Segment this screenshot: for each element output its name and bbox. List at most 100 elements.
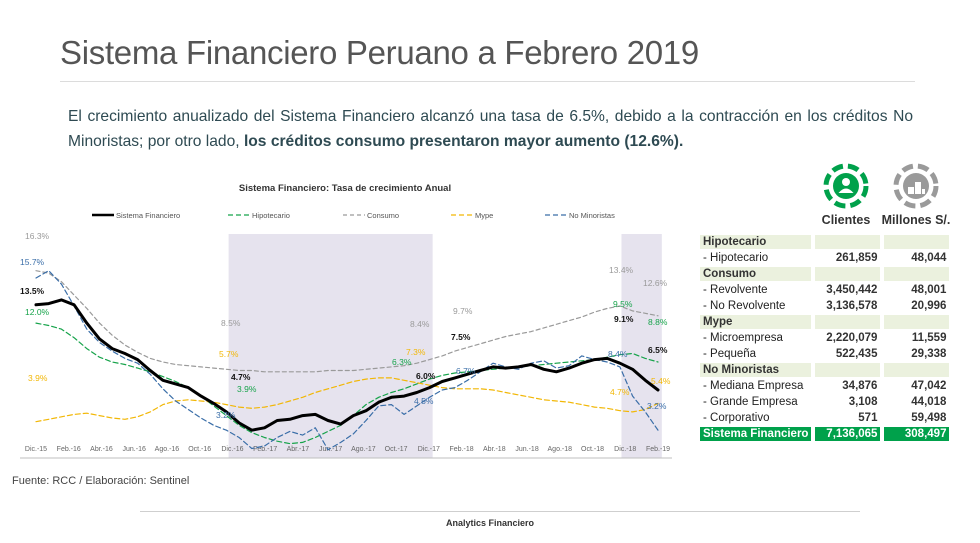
row-label: Consumo [700,267,812,281]
series-line-sistema-financiero [34,298,660,432]
x-tick-label: Ago.-16 [155,446,180,453]
legend-label: Consumo [367,211,399,220]
col-header-clientes: Clientes [821,213,871,227]
row-clientes [815,267,881,281]
data-label: 12.6% [643,278,668,288]
x-tick-label: Dic.-17 [418,446,440,453]
data-label: 3.9% [28,373,48,383]
data-label: 5.7% [219,349,239,359]
shaded-period [621,234,662,458]
row-label: - Microempresa [703,332,783,344]
data-label: 6.3% [392,357,412,367]
table-row: - No Revolvente 3,136,578 20,996 [700,299,950,313]
data-label: 8.8% [648,317,668,327]
row-millones: 59,498 [884,411,950,425]
intro-highlight: los créditos consumo presentaron mayor a… [243,133,684,150]
series-line-consumo [35,270,659,373]
row-label: No Minoristas [700,363,812,377]
x-tick-label: Feb.-18 [450,446,474,453]
row-label: Hipotecario [700,235,812,249]
row-label: - Hipotecario [703,252,769,264]
legend-label: No Minoristas [569,211,615,220]
data-label: 13.5% [20,286,45,296]
row-label: - Revolvente [703,284,768,296]
row-millones: 48,044 [884,251,950,265]
data-label: 6.7% [456,366,476,376]
series-line-no-minoristas [35,270,659,451]
table-row: - Grande Empresa 3,108 44,018 [700,395,950,409]
x-tick-label: Jun.-17 [319,446,342,453]
data-label: 15.7% [20,257,45,267]
footer-text: Analytics Financiero [445,518,535,528]
chart-title: Sistema Financiero: Tasa de crecimiento … [239,183,451,194]
row-label: - Pequeña [703,348,757,360]
table-row: - Microempresa 2,220,079 11,559 [700,331,950,345]
row-millones: 11,559 [884,331,950,345]
data-label: 16.3% [25,231,50,241]
table-row: - Hipotecario 261,859 48,044 [700,251,950,265]
coins-circle-icon [893,163,939,209]
data-label: 6.5% [648,345,668,355]
row-millones: 44,018 [884,395,950,409]
row-clientes [815,363,881,377]
title-divider [60,81,915,82]
data-label: 3.2% [216,410,236,420]
x-tick-label: Dic.-16 [221,446,243,453]
row-clientes: 571 [815,411,881,425]
data-label: 5.4% [651,376,671,386]
shaded-period [228,234,433,458]
row-clientes [815,315,881,329]
page-title: Sistema Financiero Peruano a Febrero 201… [60,34,699,71]
table-category-row: Mype [700,315,950,329]
user-circle-icon [823,163,869,209]
table-category-row: No Minoristas [700,363,950,377]
row-label: Sistema Financiero [700,427,812,441]
row-millones: 48,001 [884,283,950,297]
data-label: 7.3% [406,347,426,357]
row-clientes: 3,450,442 [815,283,881,297]
table-row: - Corporativo 571 59,498 [700,411,950,425]
row-clientes: 3,108 [815,395,881,409]
row-millones: 20,996 [884,299,950,313]
x-tick-label: Jun.-16 [123,446,146,453]
row-label: - Corporativo [703,412,770,424]
table-category-row: Consumo [700,267,950,281]
x-tick-label: Jun.-18 [515,446,538,453]
x-tick-label: Oct.-16 [188,446,211,453]
row-clientes: 2,220,079 [815,331,881,345]
data-label: 12.0% [25,307,50,317]
intro-text: El crecimiento anualizado del Sistema Fi… [68,108,913,150]
data-label: 4.7% [610,387,630,397]
x-tick-label: Dic.-18 [614,446,636,453]
row-clientes [815,235,881,249]
row-millones [884,315,950,329]
col-header-millones: Millones S/. [881,213,951,227]
x-tick-label: Feb.-19 [646,446,670,453]
x-tick-label: Oct.-18 [581,446,604,453]
footer-divider [140,511,860,512]
row-label: - Mediana Empresa [703,380,804,392]
row-label: - No Revolvente [703,300,786,312]
data-label: 13.4% [609,265,634,275]
data-label: 4.5% [414,396,434,406]
row-label: - Grande Empresa [703,396,798,408]
table-row: - Revolvente 3,450,442 48,001 [700,283,950,297]
x-tick-label: Abr.-18 [483,446,506,453]
data-label: 8.4% [608,349,628,359]
x-tick-label: Ago.-18 [548,446,573,453]
data-label: 6.0% [416,371,436,381]
x-tick-label: Abr.-16 [90,446,113,453]
data-label: 4.7% [231,372,251,382]
legend-label: Sistema Financiero [116,211,180,220]
data-label: 9.1% [614,314,634,324]
growth-chart: Sistema Financiero: Tasa de crecimiento … [20,183,672,459]
row-clientes: 261,859 [815,251,881,265]
x-tick-label: Ago.-17 [351,446,376,453]
row-millones: 29,338 [884,347,950,361]
row-clientes: 34,876 [815,379,881,393]
data-label: 7.5% [451,332,471,342]
legend-label: Hipotecario [252,211,290,220]
data-label: 3.2% [647,401,667,411]
table-row: - Pequeña 522,435 29,338 [700,347,950,361]
intro-paragraph: El crecimiento anualizado del Sistema Fi… [68,104,913,154]
